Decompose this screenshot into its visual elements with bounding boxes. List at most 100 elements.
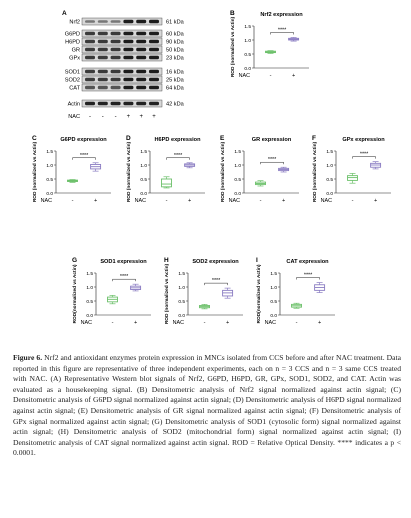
blot-band-g6pd-2 (97, 31, 108, 36)
blot-row-g6pd (81, 29, 163, 38)
blot-kda-actin: 42 kDa (166, 101, 185, 107)
blot-band-sod1-3 (110, 69, 121, 74)
panel-title-e: GR expression (252, 137, 292, 143)
blot-band-cat-5 (136, 85, 147, 90)
panel-letter-f: F (312, 135, 316, 142)
blot-label-gpx: GPx (69, 55, 80, 61)
ytick-label-c-1: 0.5 (46, 177, 53, 183)
blot-kda-nrf2: 61 kDa (166, 19, 185, 25)
blot-band-sod1-6 (149, 69, 159, 74)
nac-sign-d-0: - (166, 198, 168, 204)
sig-stars-i: **** (304, 273, 313, 279)
blot-kda-sod1: 16 kDa (166, 69, 185, 75)
panel-letter-c: C (32, 135, 37, 142)
ytick-label-i-1: 0.5 (270, 299, 277, 305)
ytick-label-f-2: 1.0 (326, 163, 333, 169)
nac-sign-g-0: - (112, 320, 114, 326)
nac-sign-i-0: - (296, 320, 298, 326)
blot-band-sod2-5 (136, 77, 147, 82)
blot-band-actin-6 (149, 101, 159, 106)
sig-stars-e: **** (268, 157, 277, 163)
ytick-label-c-0: 0.0 (46, 191, 53, 197)
blot-nac-sign-4: + (127, 114, 131, 120)
blot-band-g6pd-5 (136, 31, 147, 36)
blot-band-g6pd-3 (110, 31, 121, 36)
blot-band-gr-1 (85, 47, 95, 52)
blot-band-gr-4 (123, 47, 134, 52)
blot-row-actin (81, 99, 163, 108)
blot-band-cat-1 (85, 85, 95, 90)
blot-band-h6pd-6 (149, 39, 159, 44)
ytick-label-d-2: 1.0 (140, 163, 147, 169)
blot-kda-h6pd: 90 kDa (166, 39, 185, 45)
nac-sign-g-1: + (134, 320, 137, 326)
box-d-0 (161, 178, 172, 188)
ytick-label-b-2: 1.0 (244, 38, 251, 44)
blot-band-sod1-1 (85, 69, 95, 74)
blot-label-sod2: SOD2 (65, 77, 80, 83)
blot-band-nrf2-4 (123, 19, 134, 24)
figure-caption: Figure 6. Nrf2 and antioxidant enzymes p… (13, 353, 401, 459)
ytick-label-h-1: 0.5 (178, 299, 185, 305)
panel-title-b: Nrf2 expression (260, 12, 303, 18)
nac-sign-b-0: - (270, 73, 272, 79)
nac-sign-c-0: - (72, 198, 74, 204)
panel-title-g: SOD1 expression (100, 259, 147, 265)
panel-letter-b: B (230, 10, 235, 17)
blot-band-g6pd-6 (149, 31, 159, 36)
nac-label-d: NAC (135, 198, 146, 204)
panel-title-c: G6PD expression (60, 137, 107, 143)
blot-band-h6pd-1 (85, 39, 95, 44)
blot-band-h6pd-3 (110, 39, 121, 44)
ytick-label-d-0: 0.0 (140, 191, 147, 197)
ytick-label-b-3: 1.5 (244, 24, 251, 30)
y-axis-label-d: ROD (normalized vs Actin) (126, 141, 132, 202)
sig-stars-g: **** (120, 274, 129, 280)
blot-band-gr-2 (97, 47, 108, 52)
y-axis-label-e: ROD (normalized vs Actin) (220, 141, 226, 202)
ytick-label-h-0: 0.0 (178, 313, 185, 319)
nac-label-i: NAC (265, 320, 276, 326)
y-axis-label-c: ROD (normalized vs Actin) (32, 141, 38, 202)
blot-row-sod2 (81, 75, 163, 84)
ytick-label-b-1: 0.5 (244, 52, 251, 58)
ytick-label-g-1: 0.5 (86, 299, 93, 305)
blot-band-gpx-5 (136, 55, 147, 60)
blot-band-sod1-2 (97, 69, 108, 74)
blot-band-nrf2-3 (110, 20, 121, 23)
blot-band-nrf2-6 (149, 19, 159, 24)
y-axis-label-b: ROD (normalized vs Actin) (230, 16, 236, 77)
blot-band-g6pd-1 (85, 31, 95, 36)
blot-kda-gr: 50 kDa (166, 47, 185, 53)
blot-band-nrf2-1 (85, 20, 95, 23)
ytick-label-e-0: 0.0 (234, 191, 241, 197)
blot-band-h6pd-2 (97, 39, 108, 44)
panel-letter-d: D (126, 135, 131, 142)
blot-band-sod1-4 (123, 69, 134, 74)
blot-band-gpx-1 (85, 55, 95, 60)
panel-letter-i: I (256, 257, 258, 264)
ytick-label-c-2: 1.0 (46, 163, 53, 169)
y-axis-label-f: ROD (normalized vs Actin) (312, 141, 318, 202)
blot-band-nrf2-2 (97, 20, 108, 23)
blot-row-cat (81, 83, 163, 92)
blot-row-nrf2 (81, 17, 163, 26)
nac-sign-f-1: + (374, 198, 377, 204)
blot-band-gpx-4 (123, 55, 134, 60)
nac-sign-c-1: + (94, 198, 97, 204)
sig-stars-b: **** (278, 27, 287, 33)
nac-label-f: NAC (321, 198, 332, 204)
blot-kda-cat: 64 kDa (166, 85, 185, 91)
blot-band-cat-6 (149, 85, 159, 90)
nac-sign-b-1: + (292, 73, 295, 79)
blot-band-actin-3 (110, 101, 121, 106)
panel-title-h: SOD2 expression (192, 259, 239, 265)
sig-stars-h: **** (212, 278, 221, 284)
blot-band-cat-3 (110, 85, 121, 90)
ytick-label-g-0: 0.0 (86, 313, 93, 319)
ytick-label-f-1: 0.5 (326, 177, 333, 183)
nac-sign-d-1: + (188, 198, 191, 204)
sig-stars-d: **** (174, 153, 183, 159)
ytick-label-f-0: 0.0 (326, 191, 333, 197)
ytick-label-e-3: 1.5 (234, 149, 241, 155)
